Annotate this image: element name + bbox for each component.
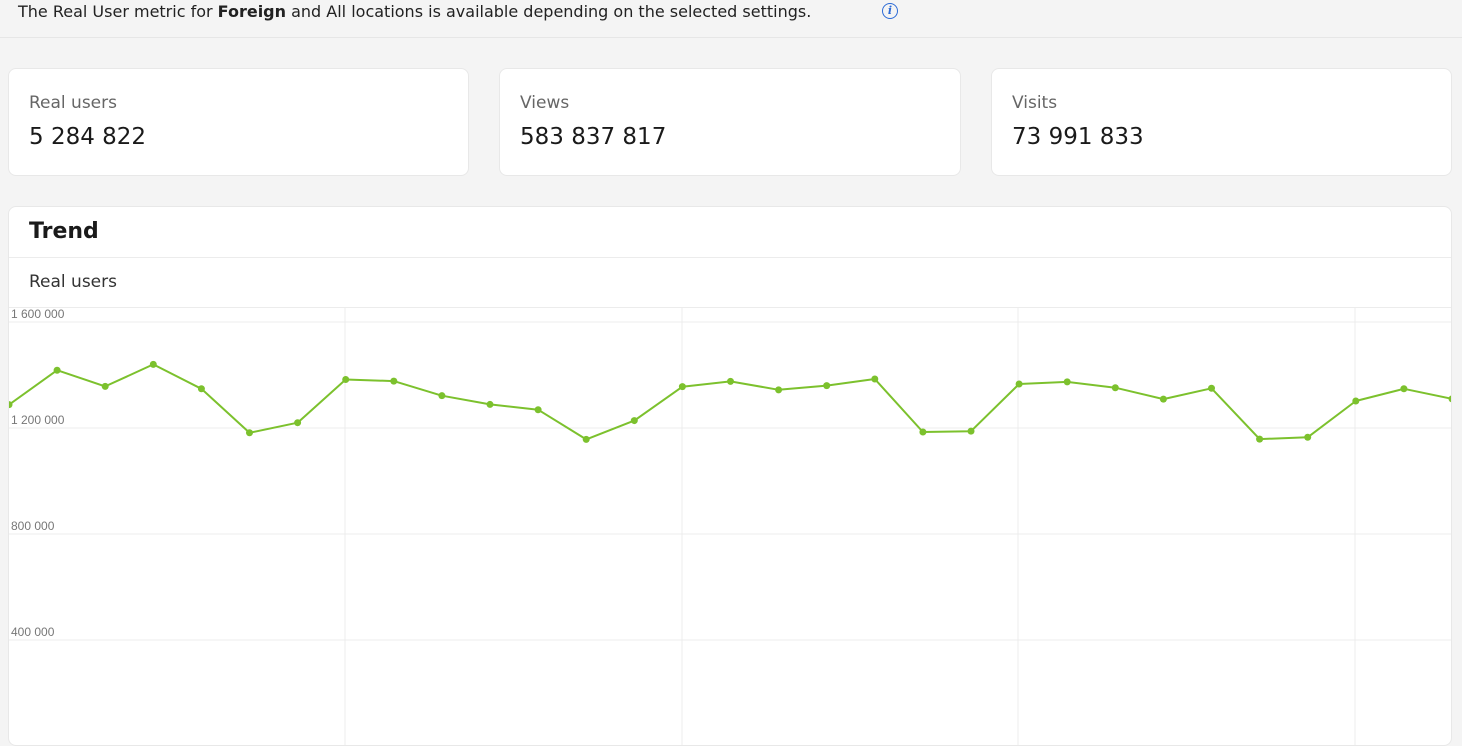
data-point (9, 401, 13, 409)
data-point (1400, 385, 1408, 393)
data-point (967, 427, 975, 435)
stat-label: Visits (1012, 93, 1058, 113)
data-point (1256, 435, 1264, 443)
data-point (534, 406, 542, 414)
info-icon[interactable]: i (882, 3, 898, 19)
y-tick-label: 400 000 (11, 625, 55, 639)
real-users-line-chart: 1 600 000 1 200 000 800 000 400 000 (9, 307, 1451, 745)
stat-card-real-users: Real users 5 284 822 (8, 68, 469, 176)
notice-text: The Real User metric for Foreign and All… (18, 2, 811, 21)
stat-card-visits: Visits 73 991 833 (991, 68, 1452, 176)
data-point (1448, 395, 1451, 403)
data-point (53, 366, 61, 374)
data-point (1063, 378, 1071, 386)
divider (9, 307, 1451, 308)
data-point (727, 377, 734, 385)
data-point (342, 376, 350, 384)
data-point (775, 386, 783, 394)
data-point (919, 428, 927, 436)
data-point (101, 382, 109, 390)
data-point (1015, 380, 1023, 388)
data-point (438, 392, 446, 400)
availability-notice: The Real User metric for Foreign and All… (0, 0, 1462, 38)
trend-panel: Trend Real users 1 600 000 1 200 000 800 0… (8, 206, 1452, 746)
y-tick-label: 1 600 000 (11, 307, 65, 321)
data-point (1111, 384, 1119, 392)
data-point (823, 382, 831, 390)
stat-label: Real users (29, 93, 117, 113)
data-point (246, 429, 253, 437)
data-point (197, 385, 205, 393)
divider (9, 257, 1451, 258)
stat-value: 583 837 817 (520, 124, 667, 150)
trend-metric-label: Real users (29, 272, 117, 292)
data-point (1352, 397, 1360, 405)
y-tick-label: 800 000 (11, 519, 55, 533)
data-point (390, 377, 398, 385)
data-point (582, 435, 590, 443)
data-point (1208, 384, 1215, 392)
data-point (294, 419, 302, 427)
data-point (1159, 395, 1167, 403)
data-point (630, 417, 638, 425)
trend-title: Trend (29, 219, 99, 244)
stat-card-views: Views 583 837 817 (499, 68, 961, 176)
stat-label: Views (520, 93, 570, 113)
data-point (1304, 433, 1312, 441)
data-point (871, 375, 879, 383)
data-point (678, 383, 686, 391)
data-point (149, 360, 157, 368)
y-tick-label: 1 200 000 (11, 413, 65, 427)
notice-text-start: The Real User metric for (18, 2, 218, 21)
notice-location-highlight: Foreign (217, 2, 287, 21)
data-point (486, 400, 494, 408)
stat-value: 73 991 833 (1012, 124, 1144, 150)
stat-value: 5 284 822 (29, 124, 147, 150)
notice-text-end: and All locations is available depending… (286, 2, 812, 21)
